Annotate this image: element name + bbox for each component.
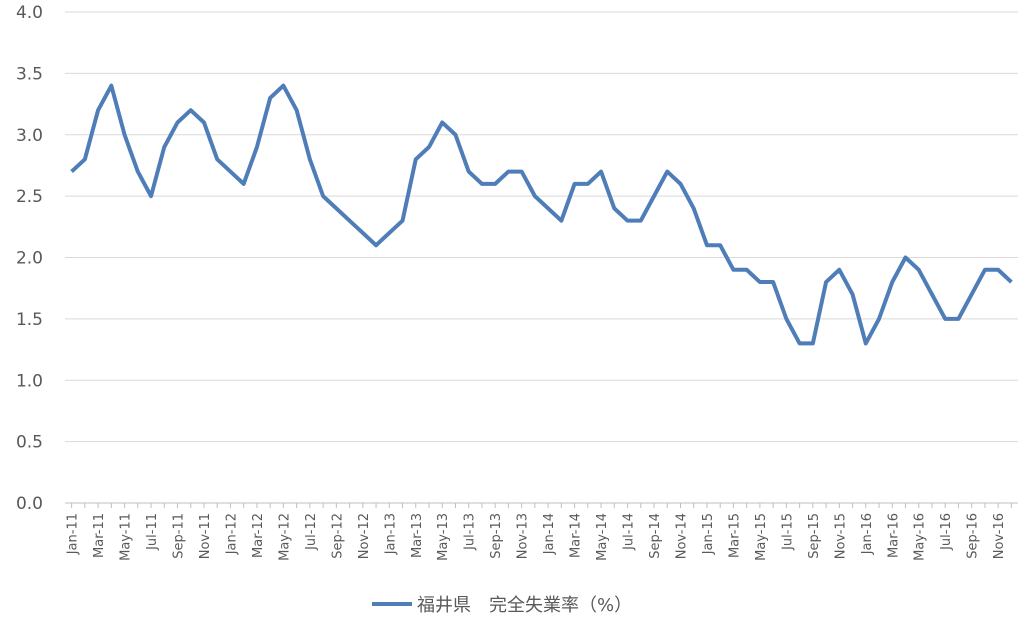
- x-tick-label: Jul-14: [622, 513, 637, 551]
- line-series: [70, 83, 1013, 346]
- x-tick-label: Sep-11: [172, 513, 187, 559]
- y-tick-label: 2.5: [16, 187, 43, 207]
- x-tick-label: Mar-14: [569, 513, 584, 558]
- x-tick-label: Nov-13: [516, 513, 531, 559]
- x-tick-label: Nov-12: [357, 513, 372, 559]
- y-tick-label: 1.5: [16, 310, 43, 330]
- x-tick-label: Jan-13: [383, 513, 398, 555]
- x-tick-label: Jan-12: [224, 513, 239, 555]
- y-tick-label: 4.0: [16, 3, 43, 23]
- y-tick-label: 2.0: [16, 249, 43, 269]
- y-tick-label: 3.5: [16, 64, 43, 84]
- x-tick-label: May-15: [754, 513, 769, 561]
- y-tick-label: 0.0: [16, 494, 43, 514]
- x-tick-label: Sep-16: [966, 513, 981, 559]
- x-tick-label: May-11: [119, 513, 134, 561]
- x-tick-label: Sep-14: [648, 513, 663, 559]
- x-tick-label: Jul-15: [780, 513, 795, 551]
- x-tick-label: May-12: [277, 513, 292, 561]
- x-tick-label: Sep-13: [489, 513, 504, 559]
- x-tick-label: Jan-11: [66, 513, 81, 555]
- y-tick-label: 3.0: [16, 126, 43, 146]
- x-tick-label: Mar-15: [727, 513, 742, 558]
- x-tick-label: Mar-12: [251, 513, 266, 558]
- y-tick-label: 0.5: [16, 433, 43, 453]
- x-tick-label: Jan-16: [860, 513, 875, 555]
- x-tick-label: Jan-14: [542, 513, 557, 555]
- x-tick-label: May-14: [595, 513, 610, 561]
- legend-label: 福井県 完全失業率（%）: [417, 595, 632, 616]
- x-tick-label: Jul-13: [463, 513, 478, 551]
- x-tick-label: May-16: [913, 513, 928, 561]
- x-tick-label: Jul-12: [304, 513, 319, 551]
- x-tick-label: Nov-11: [198, 513, 213, 559]
- x-tick-label: Nov-14: [674, 513, 689, 559]
- x-tick-label: Jul-11: [145, 513, 160, 551]
- x-tick-label: Nov-16: [992, 513, 1007, 559]
- x-tick-label: May-13: [436, 513, 451, 561]
- x-tick-label: Mar-13: [410, 513, 425, 558]
- x-tick-label: Jul-16: [939, 513, 954, 551]
- x-tick-label: Sep-12: [330, 513, 345, 559]
- x-tick-label: Sep-15: [807, 513, 822, 559]
- x-tick-label: Nov-15: [833, 513, 848, 559]
- y-tick-label: 1.0: [16, 371, 43, 391]
- x-tick-label: Jan-15: [701, 513, 716, 555]
- x-tick-label: Mar-16: [886, 513, 901, 558]
- x-tick-label: Mar-11: [92, 513, 107, 558]
